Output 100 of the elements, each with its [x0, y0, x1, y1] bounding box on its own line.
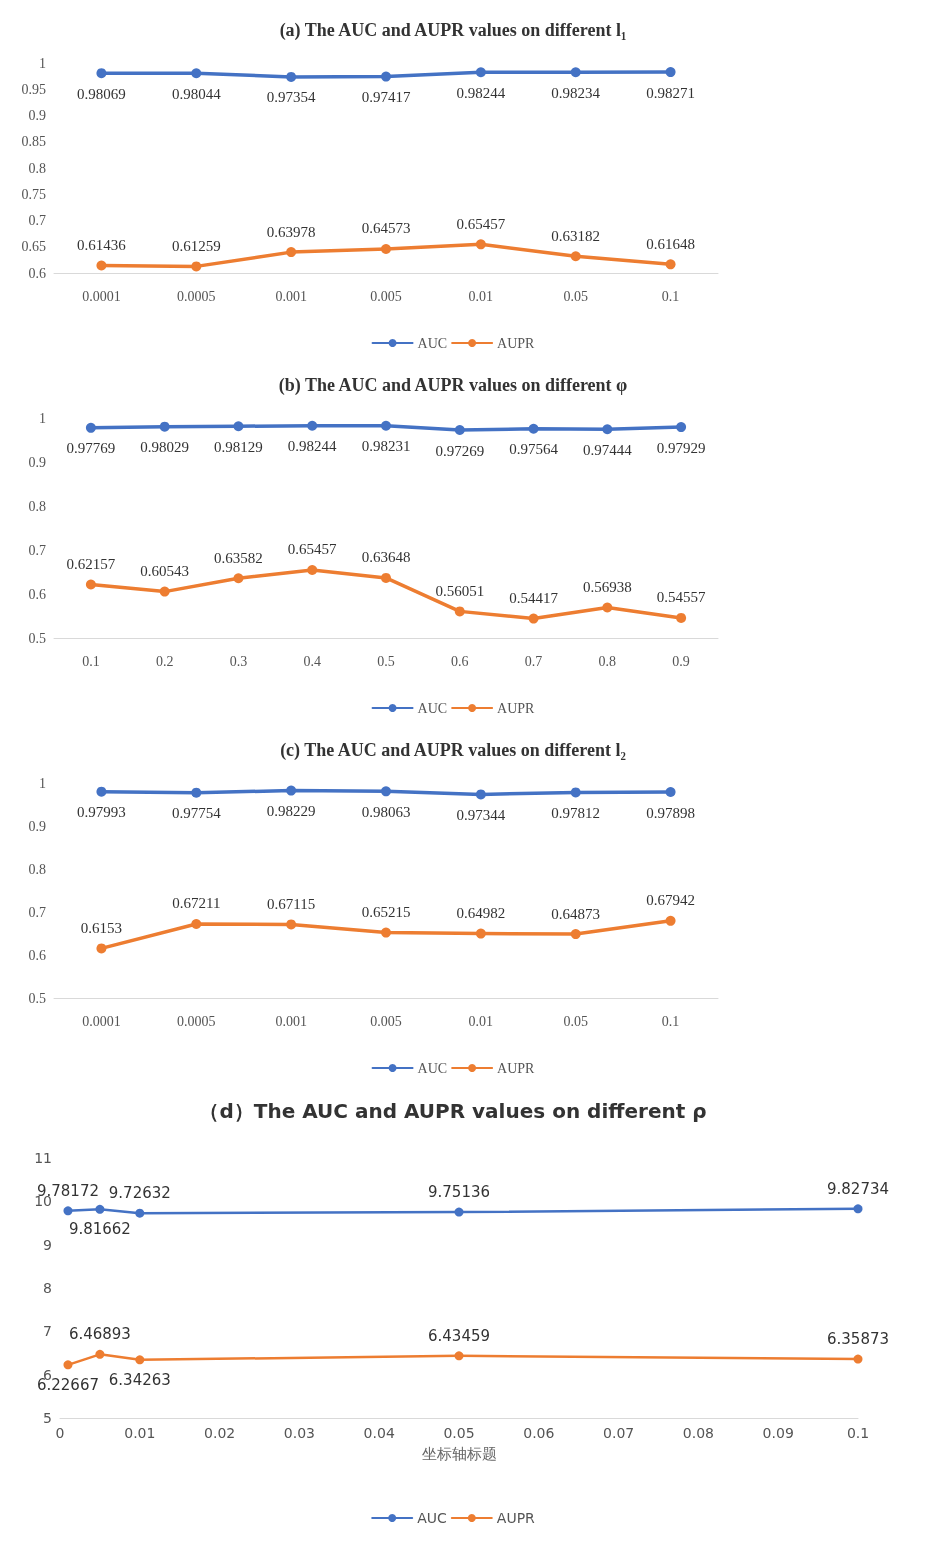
point — [381, 71, 391, 82]
x-tick-label: 0.1 — [82, 653, 100, 669]
legend-label: AUC — [417, 1060, 448, 1076]
y-tick-label: 0.9 — [28, 108, 46, 123]
x-tick-label: 0.08 — [682, 1425, 714, 1441]
x-tick-label: 0.7 — [524, 653, 543, 669]
y-tick-label: 0.7 — [28, 213, 46, 228]
point — [676, 612, 687, 623]
x-tick-label: 0.001 — [275, 288, 307, 304]
point — [665, 259, 676, 270]
point — [454, 1207, 464, 1217]
x-tick-label: 0.03 — [283, 1425, 315, 1441]
data-label: 6.34263 — [108, 1370, 171, 1389]
y-tick-label: 1 — [39, 55, 46, 71]
x-tick-label: 0.04 — [363, 1425, 395, 1441]
data-label: 0.54417 — [509, 590, 559, 607]
x-tick-label: 0 — [55, 1425, 65, 1441]
point — [381, 927, 391, 938]
y-tick-label: 0.65 — [21, 239, 46, 255]
legend-label: AUPR — [497, 1060, 536, 1076]
data-label: 0.98229 — [266, 803, 316, 820]
point — [191, 787, 202, 798]
data-label: 0.97564 — [509, 441, 559, 458]
point — [528, 423, 539, 434]
legend-label: AUPR — [496, 1510, 536, 1526]
y-tick-label: 0.7 — [28, 904, 46, 920]
data-label: 6.46893 — [68, 1325, 131, 1344]
y-tick-label: 0.5 — [28, 990, 46, 1006]
legend-label: AUPR — [497, 700, 536, 716]
y-tick-label: 1 — [39, 410, 46, 426]
data-label: 0.63182 — [551, 227, 601, 244]
data-label: 9.75136 — [427, 1183, 491, 1202]
point — [570, 67, 581, 78]
data-label: 0.98069 — [77, 85, 126, 102]
point — [381, 572, 391, 583]
x-tick-label: 0.8 — [598, 653, 617, 669]
point — [96, 943, 107, 954]
x-tick-label: 0.01 — [468, 1013, 494, 1029]
point — [381, 243, 391, 254]
data-label: 0.97769 — [66, 440, 116, 457]
data-label: 0.61436 — [77, 236, 127, 253]
legend-label: AUPR — [497, 335, 536, 351]
point — [602, 602, 613, 613]
point — [570, 251, 581, 262]
data-label: 0.98244 — [287, 438, 338, 455]
data-label: 0.97344 — [456, 806, 506, 823]
y-tick-label: 0.8 — [28, 160, 46, 176]
point — [191, 919, 202, 929]
point — [233, 573, 244, 584]
point — [95, 1204, 105, 1214]
data-label: 0.98271 — [646, 84, 695, 101]
point — [665, 787, 676, 798]
x-tick-label: 0.4 — [303, 653, 321, 669]
data-label: 0.65457 — [456, 215, 506, 232]
point — [665, 915, 676, 926]
x-tick-label: 0.1 — [661, 1013, 680, 1029]
data-label: 0.56051 — [435, 582, 485, 599]
y-tick-label: 0.6 — [28, 586, 46, 602]
data-label: 0.97898 — [646, 804, 695, 821]
data-label: 0.97269 — [435, 442, 485, 459]
x-tick-label: 0.0005 — [177, 1013, 216, 1029]
data-label: 6.35873 — [826, 1330, 890, 1349]
data-label: 0.98244 — [456, 84, 506, 101]
point — [233, 421, 244, 432]
x-tick-label: 0.001 — [275, 1013, 307, 1029]
y-tick-label: 11 — [34, 1150, 52, 1166]
data-label: 0.60543 — [140, 563, 190, 580]
data-label: 0.63648 — [361, 549, 411, 566]
point — [475, 928, 486, 939]
x-tick-label: 0.6 — [451, 653, 469, 669]
data-label: 0.98129 — [214, 438, 263, 455]
point — [96, 68, 107, 79]
y-tick-label: 0.9 — [28, 454, 46, 470]
point — [307, 420, 318, 431]
x-tick-label: 0.07 — [603, 1425, 635, 1441]
y-tick-label: 1 — [39, 775, 46, 791]
point — [307, 564, 318, 575]
data-label: 0.98231 — [361, 438, 411, 455]
y-tick-label: 0.95 — [21, 81, 46, 97]
point — [286, 785, 297, 796]
point — [191, 261, 202, 272]
point — [381, 786, 391, 797]
x-tick-label: 0.2 — [155, 653, 174, 669]
point — [85, 422, 96, 433]
data-label: 0.97754 — [171, 805, 222, 822]
x-tick-label: 0.005 — [370, 288, 402, 304]
data-label: 0.67211 — [172, 895, 221, 912]
data-label: 0.63978 — [266, 223, 316, 240]
x-tick-label: 0.1 — [661, 288, 680, 304]
x-axis-title: 坐标轴标题 — [421, 1444, 497, 1463]
point — [853, 1204, 863, 1214]
data-label: 9.72632 — [108, 1184, 171, 1203]
data-label: 0.98063 — [361, 803, 411, 820]
point — [159, 421, 170, 432]
data-label: 0.97993 — [77, 804, 126, 821]
point — [135, 1208, 145, 1218]
x-tick-label: 0.05 — [563, 1013, 588, 1029]
data-label: 9.82734 — [826, 1179, 890, 1198]
y-tick-label: 0.85 — [21, 134, 46, 150]
data-label: 0.97929 — [656, 439, 706, 456]
